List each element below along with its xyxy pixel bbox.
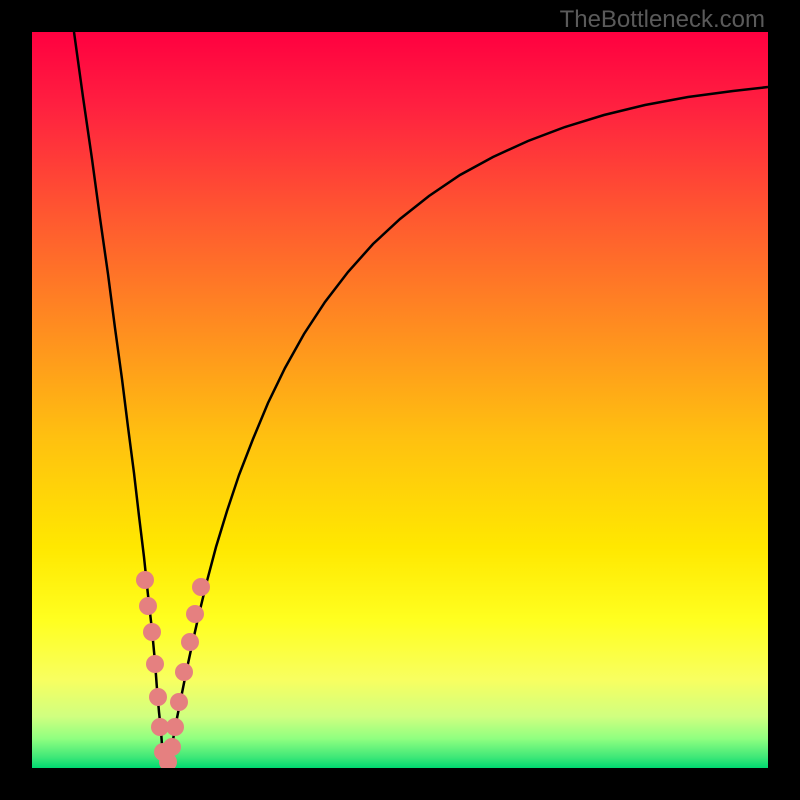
- marker-point: [166, 718, 184, 736]
- marker-point: [139, 597, 157, 615]
- bottleneck-curve-svg: [32, 32, 768, 768]
- marker-point: [163, 738, 181, 756]
- marker-point: [143, 623, 161, 641]
- marker-point: [186, 605, 204, 623]
- marker-point: [149, 688, 167, 706]
- marker-point: [192, 578, 210, 596]
- marker-point: [170, 693, 188, 711]
- marker-point: [146, 655, 164, 673]
- markers-group: [136, 571, 210, 768]
- plot-area: [32, 32, 768, 768]
- marker-point: [181, 633, 199, 651]
- marker-point: [175, 663, 193, 681]
- chart-frame: TheBottleneck.com: [0, 0, 800, 800]
- right-curve: [167, 87, 768, 768]
- marker-point: [136, 571, 154, 589]
- watermark-text: TheBottleneck.com: [560, 6, 765, 34]
